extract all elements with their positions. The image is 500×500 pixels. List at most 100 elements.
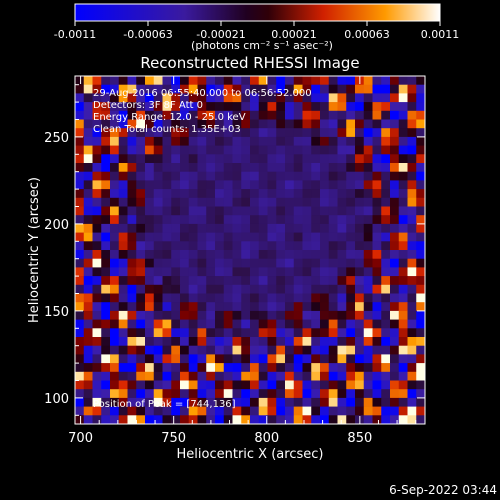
heatmap-cell: [188, 110, 198, 120]
heatmap-cell: [346, 293, 356, 303]
heatmap-cells: [75, 76, 426, 425]
heatmap-cell: [346, 119, 356, 129]
heatmap-cell: [381, 345, 391, 355]
heatmap-cell: [320, 76, 330, 85]
heatmap-cell: [285, 337, 295, 346]
heatmap-cell: [285, 76, 295, 85]
heatmap-cell: [346, 189, 356, 199]
heatmap-cell: [293, 119, 303, 129]
heatmap-cell: [153, 284, 163, 294]
heatmap-cell: [215, 371, 225, 381]
heatmap-cell: [197, 415, 207, 425]
heatmap-cell: [302, 128, 312, 138]
heatmap-cell: [311, 197, 321, 207]
heatmap-cell: [267, 223, 277, 233]
heatmap-cell: [162, 328, 172, 338]
heatmap-cell: [145, 258, 155, 268]
heatmap-cell: [372, 84, 382, 94]
heatmap-cell: [232, 171, 242, 181]
heatmap-cell: [337, 293, 347, 303]
heatmap-cell: [293, 337, 303, 346]
heatmap-cell: [101, 163, 111, 172]
heatmap-cell: [328, 102, 338, 112]
heatmap-cell: [162, 363, 172, 373]
heatmap-cell: [127, 328, 137, 338]
heatmap-cell: [206, 415, 216, 425]
heatmap-cell: [75, 102, 85, 112]
heatmap-cell: [206, 215, 216, 225]
heatmap-cell: [162, 337, 172, 346]
heatmap-cell: [398, 267, 408, 277]
heatmap-cell: [223, 397, 233, 407]
heatmap-cell: [101, 145, 111, 155]
heatmap-cell: [250, 84, 260, 94]
heatmap-cell: [346, 206, 356, 216]
heatmap-cell: [223, 354, 233, 364]
heatmap-cell: [153, 354, 163, 364]
heatmap-cell: [311, 180, 321, 190]
heatmap-cell: [381, 337, 391, 346]
heatmap-cell: [285, 380, 295, 390]
heatmap-cell: [346, 128, 356, 138]
heatmap-cell: [267, 267, 277, 277]
heatmap-cell: [197, 250, 207, 259]
heatmap-cell: [285, 84, 295, 94]
heatmap-cell: [153, 189, 163, 199]
heatmap-cell: [258, 319, 268, 329]
heatmap-cell: [215, 110, 225, 120]
heatmap-cell: [162, 397, 172, 407]
heatmap-cell: [267, 371, 277, 381]
heatmap-cell: [250, 363, 260, 373]
heatmap-cell: [293, 128, 303, 138]
heatmap-cell: [232, 241, 242, 251]
heatmap-cell: [83, 189, 93, 199]
heatmap-cell: [197, 363, 207, 373]
heatmap-cell: [180, 93, 190, 103]
heatmap-cell: [162, 293, 172, 303]
heatmap-cell: [381, 163, 391, 172]
heatmap-cell: [372, 206, 382, 216]
heatmap-cell: [372, 267, 382, 277]
heatmap-cell: [416, 163, 426, 172]
heatmap-cell: [206, 154, 216, 164]
heatmap-cell: [215, 171, 225, 181]
heatmap-cell: [92, 206, 102, 216]
heatmap-cell: [346, 215, 356, 225]
heatmap-cell: [75, 371, 85, 381]
heatmap-cell: [101, 258, 111, 268]
heatmap-cell: [250, 76, 260, 85]
heatmap-cell: [381, 302, 391, 312]
heatmap-cell: [337, 284, 347, 294]
heatmap-cell: [302, 302, 312, 312]
heatmap-cell: [118, 76, 128, 85]
heatmap-cell: [337, 180, 347, 190]
heatmap-cell: [206, 354, 216, 364]
heatmap-cell: [293, 102, 303, 112]
heatmap-cell: [416, 102, 426, 112]
heatmap-cell: [416, 397, 426, 407]
heatmap-cell: [180, 337, 190, 346]
heatmap-cell: [363, 206, 373, 216]
heatmap-cell: [267, 110, 277, 120]
heatmap-cell: [398, 415, 408, 425]
heatmap-cell: [267, 197, 277, 207]
heatmap-cell: [416, 302, 426, 312]
heatmap-cell: [101, 345, 111, 355]
heatmap-cell: [363, 354, 373, 364]
y-axis-label: Heliocentric Y (arcsec): [27, 177, 42, 323]
heatmap-cell: [110, 284, 120, 294]
heatmap-cell: [390, 250, 400, 259]
heatmap-cell: [110, 241, 120, 251]
heatmap-cell: [302, 110, 312, 120]
heatmap-cell: [302, 258, 312, 268]
heatmap-cell: [285, 145, 295, 155]
heatmap-cell: [267, 189, 277, 199]
heatmap-cell: [320, 189, 330, 199]
heatmap-cell: [407, 380, 417, 390]
heatmap-cell: [250, 345, 260, 355]
heatmap-cell: [258, 215, 268, 225]
heatmap-cell: [101, 284, 111, 294]
heatmap-cell: [407, 102, 417, 112]
heatmap-cell: [328, 337, 338, 346]
heatmap-cell: [223, 232, 233, 242]
